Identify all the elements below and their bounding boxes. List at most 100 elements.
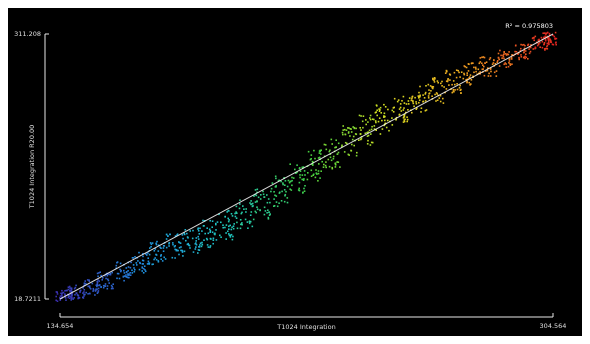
data-point	[212, 239, 215, 241]
data-point	[128, 274, 130, 276]
data-point	[89, 286, 91, 289]
data-point	[133, 270, 136, 273]
data-point	[337, 151, 340, 154]
data-point	[250, 200, 252, 202]
data-point	[116, 261, 118, 264]
data-point	[463, 72, 465, 75]
data-point	[455, 69, 458, 71]
data-point	[383, 112, 386, 115]
data-point	[290, 189, 293, 191]
data-point	[295, 172, 297, 174]
data-point	[459, 84, 461, 87]
data-point	[254, 189, 257, 191]
data-point	[523, 49, 525, 52]
chart-area: 311.208 18.7211 134.654 304.564 T1024 In…	[8, 8, 582, 336]
data-point	[260, 194, 262, 196]
data-point	[312, 174, 314, 176]
data-point	[298, 167, 301, 169]
data-point	[545, 33, 547, 35]
data-point	[545, 32, 548, 34]
data-point	[550, 41, 552, 43]
data-point	[234, 212, 236, 215]
data-point	[330, 159, 333, 162]
data-point	[280, 200, 283, 202]
data-point	[279, 191, 281, 194]
data-point	[546, 42, 549, 45]
data-point	[427, 95, 430, 97]
data-point	[466, 74, 468, 76]
data-point	[269, 213, 271, 215]
data-point	[285, 190, 287, 193]
data-point	[245, 211, 247, 213]
data-point	[381, 119, 383, 122]
data-point	[405, 111, 407, 114]
data-point	[125, 274, 127, 276]
data-point	[398, 108, 401, 110]
data-point	[301, 174, 304, 176]
data-point	[352, 126, 354, 128]
data-point	[509, 64, 512, 66]
data-point	[332, 157, 335, 160]
data-point	[274, 194, 276, 197]
data-point	[347, 153, 350, 156]
data-point	[87, 285, 89, 288]
data-point	[168, 242, 170, 245]
data-point	[384, 115, 386, 118]
data-point	[452, 80, 455, 82]
data-point	[387, 108, 389, 111]
data-point	[195, 237, 198, 239]
data-point	[342, 129, 344, 131]
data-point	[136, 264, 138, 266]
data-point	[474, 66, 477, 69]
data-point	[435, 92, 438, 94]
data-point	[452, 90, 455, 93]
data-point	[377, 120, 380, 123]
data-point	[302, 191, 304, 194]
data-point	[315, 169, 317, 171]
data-point	[318, 156, 321, 159]
data-point	[380, 112, 382, 114]
data-point	[451, 91, 454, 94]
data-point	[97, 291, 99, 293]
data-point	[148, 262, 151, 264]
data-point	[286, 201, 289, 204]
data-point	[466, 72, 468, 74]
data-point	[443, 86, 445, 88]
data-point	[225, 224, 228, 226]
data-point	[320, 170, 322, 172]
data-point	[544, 32, 546, 34]
data-point	[224, 215, 226, 218]
data-point	[508, 58, 511, 60]
data-point	[298, 187, 300, 190]
data-point	[100, 286, 102, 288]
data-point	[133, 267, 135, 269]
data-point	[62, 291, 65, 294]
data-point	[138, 251, 140, 254]
data-point	[134, 268, 136, 271]
data-point	[508, 62, 510, 64]
data-point	[117, 272, 120, 275]
data-point	[544, 38, 547, 41]
data-point	[433, 81, 436, 83]
data-point	[286, 197, 289, 199]
data-point	[303, 178, 305, 180]
data-point	[392, 111, 395, 113]
data-point	[331, 143, 333, 145]
data-point	[497, 57, 500, 59]
data-point	[525, 53, 527, 55]
data-point	[501, 57, 503, 59]
data-point	[173, 245, 176, 248]
data-point	[262, 193, 265, 196]
data-point	[179, 242, 182, 244]
data-point	[527, 43, 530, 46]
data-point	[447, 79, 449, 81]
x-tick-label-max: 304.564	[540, 322, 567, 330]
data-point	[312, 173, 315, 176]
data-point	[174, 257, 176, 259]
data-point	[249, 220, 252, 223]
data-point	[222, 224, 224, 226]
data-point	[180, 246, 182, 248]
data-point	[479, 73, 481, 75]
data-point	[518, 58, 520, 61]
data-point	[466, 81, 468, 84]
